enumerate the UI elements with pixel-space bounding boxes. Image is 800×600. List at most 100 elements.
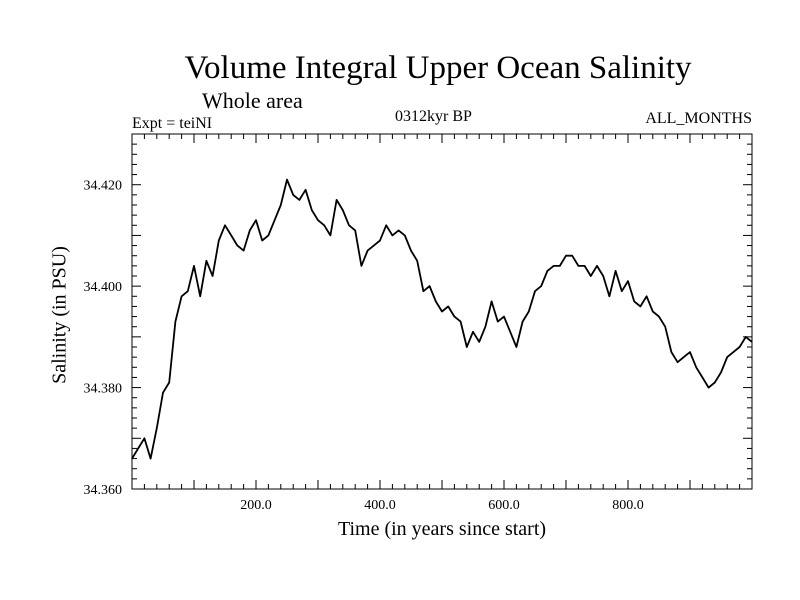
data-point [435, 300, 437, 302]
data-point [205, 260, 207, 262]
data-point [143, 437, 145, 439]
x-tick-label: 400.0 [364, 498, 396, 513]
data-point [404, 234, 406, 237]
data-point [528, 310, 530, 313]
data-point [615, 270, 617, 272]
data-series [131, 178, 753, 460]
data-point [639, 305, 642, 308]
data-point [249, 229, 251, 231]
data-point [323, 224, 325, 226]
data-point [274, 219, 276, 221]
axis-ticks [131, 133, 753, 490]
data-point [497, 321, 499, 323]
data-point [236, 244, 238, 247]
data-point [267, 234, 269, 237]
data-point [484, 326, 486, 328]
data-point [286, 179, 288, 181]
data-point [131, 457, 133, 460]
data-point [193, 265, 195, 267]
data-point [137, 447, 139, 450]
data-point [218, 239, 220, 242]
y-tick-label: 34.400 [84, 280, 123, 295]
data-point [261, 239, 263, 242]
data-point [168, 381, 170, 384]
data-point [546, 270, 549, 272]
data-point [627, 280, 629, 282]
data-point [751, 341, 753, 343]
data-point [701, 376, 704, 379]
data-point [565, 255, 567, 257]
data-point [708, 386, 710, 389]
data-point [608, 295, 611, 297]
data-point [732, 351, 735, 353]
x-tick-label: 200.0 [240, 498, 272, 513]
data-point [410, 250, 412, 252]
data-point [453, 315, 455, 318]
data-point [491, 300, 493, 302]
data-point [174, 321, 176, 323]
data-point [212, 275, 214, 277]
data-point [522, 321, 524, 323]
data-point [367, 250, 369, 252]
experiment-label: Expt = teiNI [132, 115, 213, 132]
data-point [360, 265, 362, 267]
y-tick-label: 34.360 [84, 483, 123, 498]
data-point [571, 255, 573, 257]
data-point [677, 361, 679, 363]
data-point [633, 300, 635, 302]
data-point [460, 321, 462, 323]
data-point [398, 229, 400, 231]
data-point [739, 346, 741, 348]
data-point [329, 234, 331, 237]
data-point [670, 351, 673, 353]
data-point [577, 265, 580, 267]
data-point [181, 295, 183, 297]
data-point [150, 457, 152, 460]
data-point [509, 331, 511, 333]
data-point [385, 224, 387, 226]
data-point [230, 234, 232, 237]
data-point [292, 194, 294, 196]
chart-subtitle: Whole area [202, 88, 303, 113]
data-point [187, 290, 189, 292]
data-point [745, 336, 747, 338]
data-point [422, 290, 424, 292]
data-point [553, 265, 555, 267]
series-line [131, 178, 753, 460]
data-point [305, 189, 307, 191]
data-point [646, 295, 648, 297]
data-point [391, 234, 393, 237]
data-point [540, 285, 542, 287]
y-tick-label: 34.420 [84, 179, 123, 194]
x-tick-label: 600.0 [488, 498, 520, 513]
data-point [342, 209, 344, 211]
period-label: 0312kyr BP [395, 108, 472, 125]
data-point [472, 331, 474, 333]
data-point [584, 265, 586, 267]
data-point [354, 229, 356, 231]
data-point [317, 219, 319, 221]
data-point [652, 310, 654, 313]
chart-title: Volume Integral Upper Ocean Salinity [184, 50, 692, 86]
data-point [447, 305, 449, 308]
data-point [199, 295, 201, 297]
data-point [348, 224, 350, 226]
data-point [466, 346, 468, 348]
data-point [416, 260, 418, 262]
data-point [162, 392, 164, 394]
axis-tick-labels: 200.0 400.0 600.0 800.0 34.360 34.380 34.400 34… [84, 179, 644, 513]
data-point [559, 265, 561, 267]
data-point [336, 199, 338, 201]
x-axis-label: Time (in years since start) [337, 518, 547, 540]
y-tick-label: 34.380 [84, 382, 123, 397]
x-tick-label: 800.0 [612, 498, 644, 513]
data-point [602, 275, 604, 277]
data-point [720, 371, 722, 373]
months-label: ALL_MONTHS [645, 110, 752, 127]
data-point [534, 290, 536, 292]
data-point [695, 366, 697, 368]
data-point [503, 315, 505, 318]
data-point [621, 290, 623, 292]
data-point [683, 356, 685, 358]
